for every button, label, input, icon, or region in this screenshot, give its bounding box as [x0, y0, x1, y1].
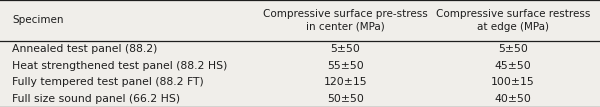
Text: 120±15: 120±15: [324, 77, 367, 87]
Text: Fully tempered test panel (88.2 FT): Fully tempered test panel (88.2 FT): [12, 77, 204, 87]
Text: 100±15: 100±15: [491, 77, 535, 87]
Text: Compressive surface restress
at edge (MPa): Compressive surface restress at edge (MP…: [436, 9, 590, 32]
Text: Full size sound panel (66.2 HS): Full size sound panel (66.2 HS): [12, 94, 180, 104]
Text: Heat strengthened test panel (88.2 HS): Heat strengthened test panel (88.2 HS): [12, 61, 227, 71]
Text: Compressive surface pre-stress
in center (MPa): Compressive surface pre-stress in center…: [263, 9, 428, 32]
Text: 50±50: 50±50: [327, 94, 364, 104]
Text: 40±50: 40±50: [495, 94, 532, 104]
Text: Specimen: Specimen: [12, 15, 64, 25]
Text: 5±50: 5±50: [498, 44, 528, 54]
Text: 55±50: 55±50: [327, 61, 364, 71]
Text: Annealed test panel (88.2): Annealed test panel (88.2): [12, 44, 157, 54]
Text: 45±50: 45±50: [495, 61, 532, 71]
Text: 5±50: 5±50: [331, 44, 361, 54]
